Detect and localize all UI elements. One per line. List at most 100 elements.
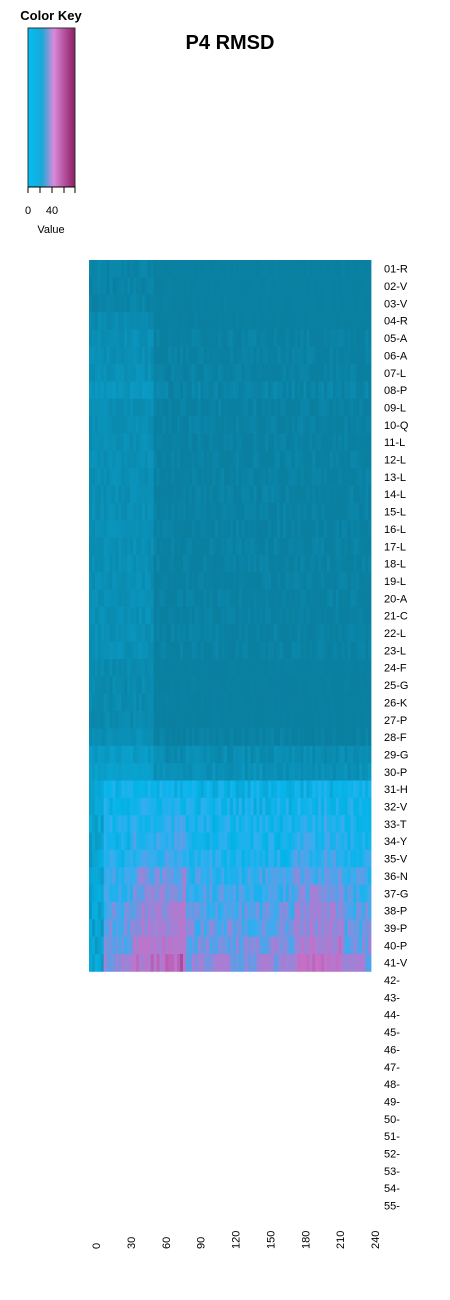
heatmap-cell [265, 433, 269, 452]
heatmap-cell [235, 641, 240, 660]
heatmap-cell [227, 919, 231, 938]
heatmap-cell [150, 763, 155, 781]
heatmap-cell [188, 832, 193, 851]
heatmap-cell [326, 329, 331, 348]
heatmap-cell [124, 884, 128, 903]
heatmap-cell [171, 763, 175, 781]
heatmap-cell [321, 416, 325, 434]
heatmap-cell [121, 381, 125, 400]
heatmap-cell [359, 693, 363, 712]
heatmap-cell [191, 294, 196, 313]
heatmap-cell [127, 589, 131, 608]
heatmap-cell [171, 884, 175, 903]
heatmap-cell [235, 815, 240, 833]
heatmap-cell [356, 485, 360, 504]
heatmap-cell [312, 780, 316, 799]
heatmap-cell [141, 745, 146, 764]
heatmap-cell [344, 676, 348, 695]
heatmap-cell [180, 901, 184, 920]
heatmap-cell [162, 797, 166, 816]
heatmap-cell [365, 780, 369, 799]
heatmap-cell [362, 693, 366, 712]
heatmap-cell [106, 867, 110, 885]
row-label-18L: 18-L [384, 559, 406, 571]
heatmap-cell [335, 312, 340, 330]
heatmap-cell [312, 364, 316, 382]
heatmap-cell [197, 607, 202, 625]
heatmap-cell [206, 398, 210, 417]
heatmap-cell [121, 329, 125, 348]
heatmap-cell [224, 312, 228, 330]
heatmap-cell [147, 693, 152, 712]
heatmap-cell [282, 364, 287, 382]
heatmap-cell [141, 884, 146, 903]
heatmap-cell [338, 919, 343, 938]
heatmap-cell [271, 763, 275, 781]
heatmap-cell [362, 537, 366, 556]
heatmap-cell [112, 728, 116, 747]
heatmap-cell [227, 711, 231, 729]
heatmap-cell [309, 780, 313, 799]
heatmap-cell [159, 832, 163, 851]
heatmap-cell [282, 468, 287, 486]
heatmap-cell [253, 832, 257, 851]
heatmap-cell [188, 867, 193, 885]
heatmap-cell [89, 381, 93, 400]
heatmap-cell [362, 832, 366, 851]
heatmap-cell [268, 936, 272, 955]
heatmap-cell [215, 884, 219, 903]
heatmap-cell [329, 832, 334, 851]
heatmap-cell [362, 260, 366, 278]
heatmap-cell [183, 502, 187, 521]
heatmap-cell [256, 884, 260, 903]
heatmap-cell [268, 849, 272, 868]
heatmap-cell [356, 502, 360, 521]
heatmap-cell [256, 728, 260, 747]
row-label-04R: 04-R [384, 316, 408, 328]
heatmap-cell [277, 520, 281, 538]
heatmap-cell [241, 884, 246, 903]
heatmap-cell [127, 641, 131, 660]
heatmap-cell [238, 815, 243, 833]
heatmap-cell [341, 381, 345, 400]
heatmap-cell [224, 607, 228, 625]
heatmap-cell [285, 554, 290, 573]
heatmap-cell [168, 398, 172, 417]
heatmap-cell [91, 364, 96, 382]
heatmap-cell [306, 641, 310, 660]
heatmap-cell [174, 919, 178, 938]
heatmap-cell [241, 537, 246, 556]
heatmap-cell [265, 607, 269, 625]
heatmap-cell [118, 329, 122, 348]
heatmap-cell [206, 607, 210, 625]
heatmap-cell [368, 381, 372, 400]
heatmap-cell [238, 485, 243, 504]
heatmap-cell [318, 815, 322, 833]
heatmap-cell [347, 832, 351, 851]
heatmap-cell [89, 537, 93, 556]
heatmap-cell [329, 433, 334, 452]
heatmap-cell [165, 607, 169, 625]
heatmap-cell [368, 329, 372, 348]
heatmap-cell [253, 867, 257, 885]
heatmap-cell [338, 277, 343, 296]
row-label-33T: 33-T [384, 819, 407, 831]
heatmap-cell [244, 936, 249, 955]
heatmap-cell [218, 797, 222, 816]
heatmap-cell [344, 624, 348, 643]
heatmap-cell [162, 607, 166, 625]
heatmap-cell [150, 711, 155, 729]
heatmap-cell [277, 416, 281, 434]
heatmap-cell [100, 693, 105, 712]
heatmap-cell [224, 398, 228, 417]
heatmap-cell [188, 260, 193, 278]
heatmap-cell [136, 277, 140, 296]
heatmap-cell [150, 624, 155, 643]
heatmap-cell [168, 693, 172, 712]
heatmap-cell [285, 260, 290, 278]
heatmap-cell [353, 398, 357, 417]
heatmap-cell [162, 294, 166, 313]
heatmap-cell [259, 780, 263, 799]
heatmap-cell [133, 502, 137, 521]
heatmap-cell [338, 901, 343, 920]
